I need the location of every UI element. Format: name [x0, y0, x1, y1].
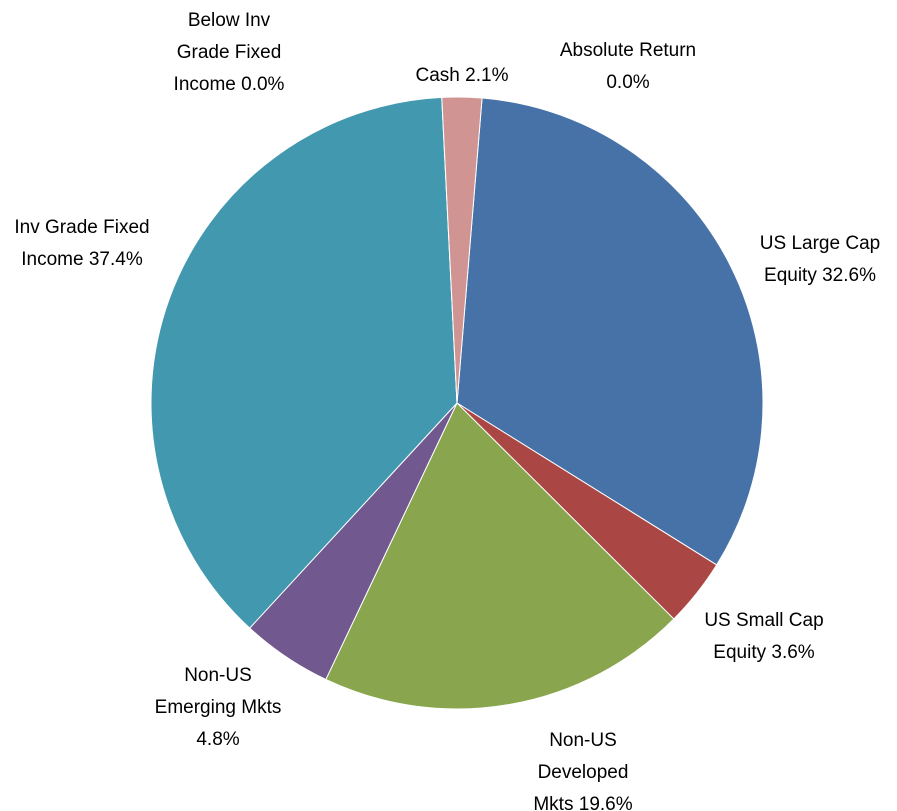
data-label: Non-US Emerging Mkts 4.8%	[143, 660, 293, 756]
label-name: US Small Cap Equity	[704, 610, 824, 663]
label-value: 19.6%	[578, 794, 633, 811]
pie-slice	[441, 96, 483, 404]
data-label: Non-US Developed Mkts 19.6%	[528, 725, 638, 811]
data-label: Cash 2.1%	[402, 60, 522, 92]
label-value: 37.4%	[88, 249, 143, 270]
label-value: 2.1%	[465, 65, 509, 86]
label-name: Below Inv Grade Fixed Income	[173, 10, 282, 95]
pie-slice	[456, 97, 764, 566]
label-name: Non-US Emerging Mkts	[154, 665, 282, 718]
label-name: US Large Cap Equity	[759, 233, 881, 286]
pie-slice	[150, 96, 458, 629]
pie-slice	[325, 402, 675, 710]
label-name: Cash	[415, 65, 460, 86]
label-value: 32.6%	[822, 265, 876, 286]
label-name: Inv Grade Fixed Income	[14, 217, 150, 270]
data-label: Inv Grade Fixed Income 37.4%	[7, 212, 157, 276]
data-label: US Small Cap Equity 3.6%	[694, 605, 834, 669]
label-value: 3.6%	[771, 642, 815, 663]
label-value: 0.0%	[606, 72, 650, 93]
data-label: Below Inv Grade Fixed Income 0.0%	[167, 5, 292, 101]
label-name: Absolute Return	[559, 40, 697, 61]
data-label: US Large Cap Equity 32.6%	[745, 228, 895, 292]
label-value: 0.0%	[241, 74, 285, 95]
label-value: 4.8%	[196, 729, 240, 750]
label-name: Non-US Developed Mkts	[533, 730, 629, 811]
data-label: Absolute Return 0.0%	[553, 35, 703, 99]
